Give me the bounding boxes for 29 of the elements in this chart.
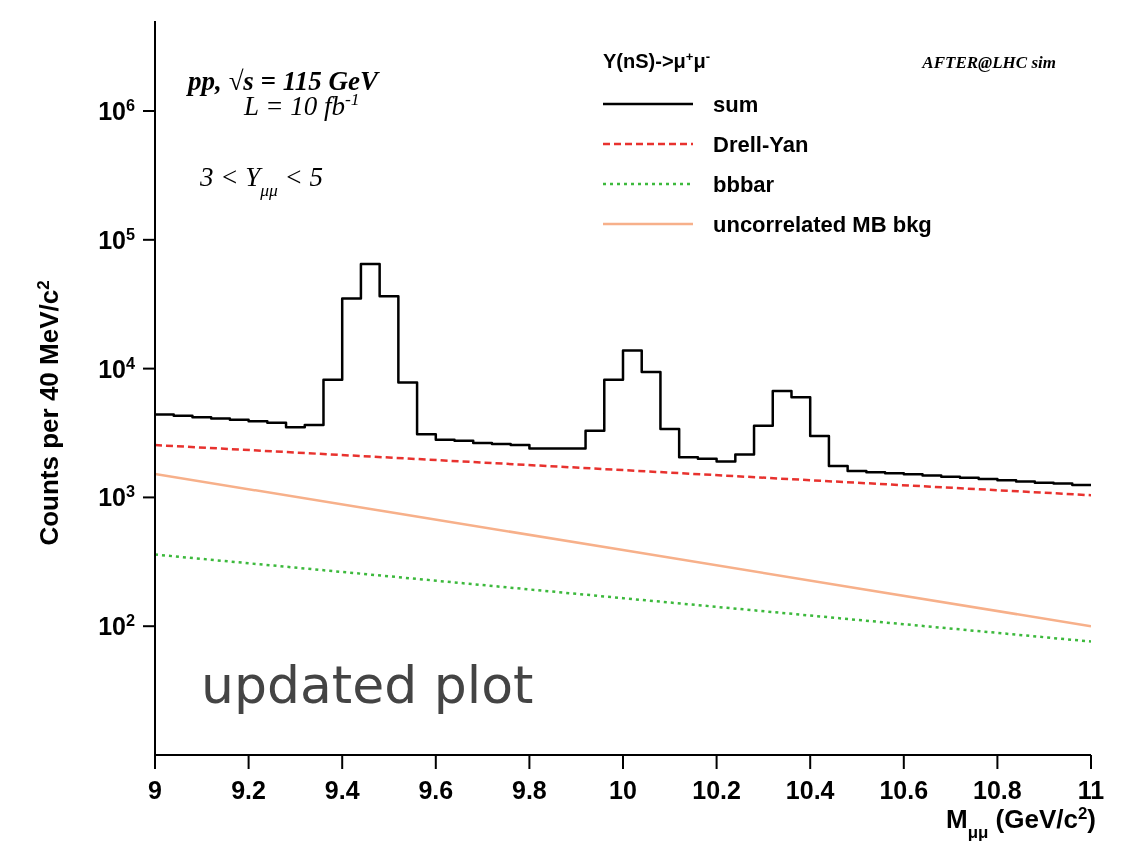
x-tick-label: 10.6 [879, 775, 929, 804]
x-tick-label: 10.4 [785, 775, 835, 804]
x-tick-label: 10 [609, 775, 637, 804]
legend-title: Υ(nS)->μ$^{+}$μ$^{-}$ [603, 48, 710, 72]
x-tick-label: 10.2 [692, 775, 741, 804]
x-tick-label: 10.8 [973, 775, 1022, 804]
x-tick-label: 9.8 [512, 775, 547, 804]
line-series [155, 472, 1091, 628]
y-tick-label: 10$^{5}$ [98, 224, 135, 254]
y-tick-label: 10$^{2}$ [98, 611, 135, 641]
annotation: 3 < Y$_{μμ}$ < 5 [199, 162, 324, 200]
annotation: AFTER@LHC sim [921, 53, 1056, 72]
legend-label: sum [713, 92, 759, 117]
x-tick-label: 9.6 [418, 775, 454, 804]
line-series [155, 443, 1091, 497]
y-tick-label: 10$^{4}$ [98, 353, 135, 383]
legend-label: uncorrelated MB bkg [713, 212, 932, 237]
y-tick-label: 10$^{6}$ [98, 96, 135, 126]
x-tick-label: 11 [1077, 775, 1105, 804]
legend-label: bbbar [713, 172, 775, 197]
annotation: L = 10 fb$^{-1}$ [243, 89, 360, 121]
x-tick-label: 9.4 [324, 775, 360, 804]
legend-label: Drell-Yan [713, 132, 809, 157]
x-axis-title: M$_{μμ}$ (GeV/c$^{2}$) [945, 803, 1096, 842]
line-series [155, 553, 1091, 643]
y-tick-label: 10$^{3}$ [98, 482, 135, 512]
x-tick-label: 9.2 [231, 775, 266, 804]
annotation: updated plot [201, 655, 534, 715]
x-tick-label: 9 [148, 775, 162, 804]
